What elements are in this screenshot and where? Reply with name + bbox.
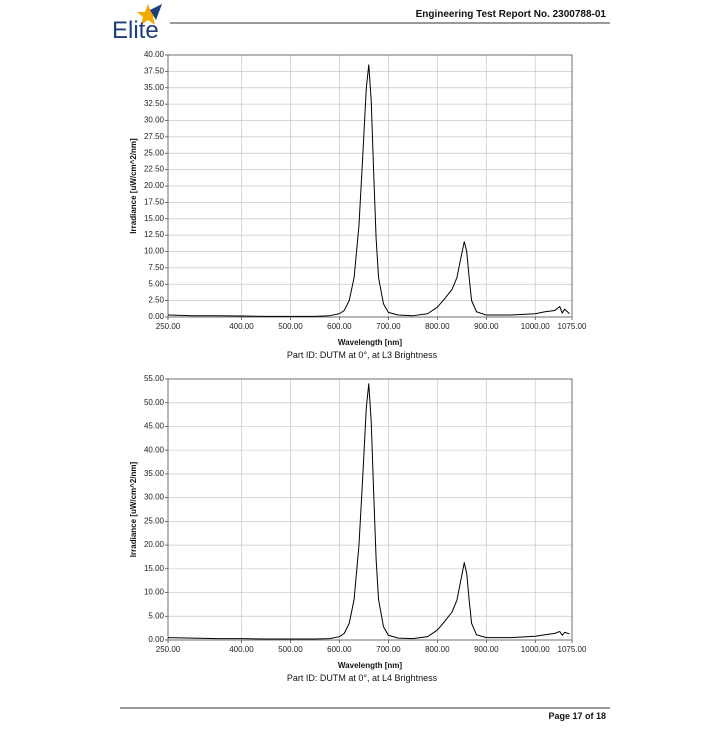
x-tick-label: 1075.00 <box>558 322 587 331</box>
y-tick-label: 45.00 <box>144 422 165 431</box>
spectrum-line <box>167 383 570 640</box>
y-tick-label: 30.00 <box>144 116 165 125</box>
y-tick-label: 25.00 <box>144 516 165 525</box>
x-tick-label: 500.00 <box>278 645 303 654</box>
chart-caption: Part ID: DUTM at 0°, at L3 Brightness <box>287 350 438 360</box>
x-tick-label: 250.00 <box>156 322 181 331</box>
logo-star <box>137 4 159 25</box>
y-tick-label: 35.00 <box>144 83 165 92</box>
page-number: Page 17 of 18 <box>548 711 606 721</box>
x-tick-label: 700.00 <box>376 645 401 654</box>
y-tick-label: 55.00 <box>144 374 165 383</box>
x-tick-label: 700.00 <box>376 322 401 331</box>
y-tick-label: 22.50 <box>144 165 165 174</box>
logo: Elite <box>112 4 162 44</box>
y-tick-label: 15.00 <box>144 564 165 573</box>
spectrum-line <box>167 64 570 317</box>
plot-area <box>168 379 572 640</box>
y-tick-label: 10.00 <box>144 588 165 597</box>
x-tick-label: 900.00 <box>474 322 499 331</box>
x-tick-label: 600.00 <box>327 645 352 654</box>
y-tick-label: 20.00 <box>144 181 165 190</box>
y-tick-label: 10.00 <box>144 247 165 256</box>
x-tick-label: 1000.00 <box>521 645 550 654</box>
y-tick-label: 37.50 <box>144 66 165 75</box>
y-tick-label: 20.00 <box>144 540 165 549</box>
chart-caption: Part ID: DUTM at 0°, at L4 Brightness <box>287 673 438 683</box>
x-tick-label: 250.00 <box>156 645 181 654</box>
y-tick-label: 5.00 <box>148 279 164 288</box>
y-tick-label: 15.00 <box>144 214 165 223</box>
x-tick-label: 400.00 <box>229 645 254 654</box>
x-tick-label: 1000.00 <box>521 322 550 331</box>
report-title: Engineering Test Report No. 2300788-01 <box>416 9 607 20</box>
y-tick-label: 12.50 <box>144 230 165 239</box>
y-tick-label: 32.50 <box>144 99 165 108</box>
y-axis-label: Irradiance [uW/cm^2/nm] <box>129 138 138 234</box>
plot-frame <box>167 54 573 318</box>
y-tick-label: 2.50 <box>148 296 164 305</box>
y-tick-label: 35.00 <box>144 469 165 478</box>
y-tick-label: 5.00 <box>148 611 164 620</box>
y-tick-label: 27.50 <box>144 132 165 141</box>
x-tick-label: 400.00 <box>229 322 254 331</box>
x-axis-label: Wavelength [nm] <box>338 338 402 347</box>
x-tick-label: 600.00 <box>327 322 352 331</box>
x-axis-label: Wavelength [nm] <box>338 661 402 670</box>
x-tick-label: 1075.00 <box>558 645 587 654</box>
y-axis-label: Irradiance [uW/cm^2/nm] <box>129 461 138 557</box>
y-tick-label: 7.50 <box>148 263 164 272</box>
x-tick-label: 800.00 <box>425 322 450 331</box>
x-tick-label: 900.00 <box>474 645 499 654</box>
y-tick-label: 50.00 <box>144 398 165 407</box>
y-tick-label: 0.00 <box>148 635 164 644</box>
y-tick-label: 0.00 <box>148 312 164 321</box>
y-tick-label: 40.00 <box>144 445 165 454</box>
y-tick-label: 17.50 <box>144 197 165 206</box>
x-tick-label: 500.00 <box>278 322 303 331</box>
x-tick-label: 800.00 <box>425 645 450 654</box>
y-tick-label: 25.00 <box>144 148 165 157</box>
y-tick-label: 30.00 <box>144 493 165 502</box>
chart: 0.00 5.00 10.00 15.00 20.00 25.00 30.00 35.00 40… <box>129 374 587 683</box>
y-tick-label: 40.00 <box>144 50 165 59</box>
chart: 0.00 2.50 5.00 7.50 10.00 12.50 15.00 17.50 20.0… <box>129 50 587 360</box>
logo-mark <box>150 4 162 20</box>
plot-frame <box>167 378 573 641</box>
logo-text: Elite <box>112 17 159 44</box>
